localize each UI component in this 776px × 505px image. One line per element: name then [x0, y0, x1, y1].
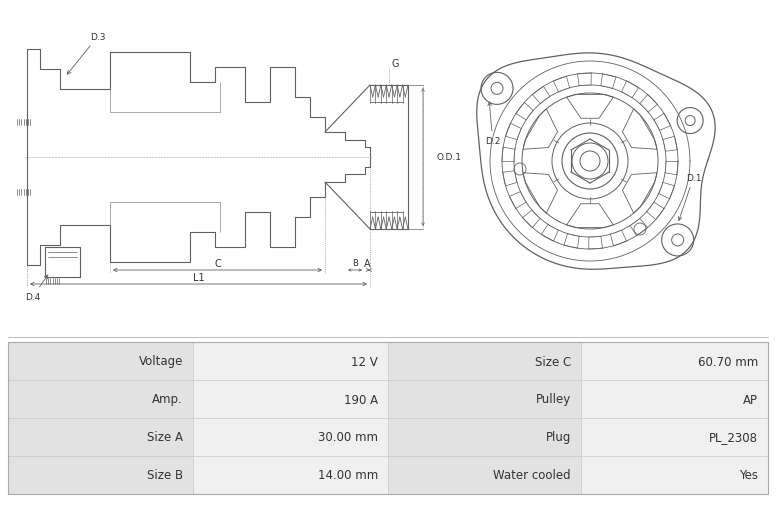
Bar — [193, 456, 388, 494]
Text: 12 V: 12 V — [352, 355, 378, 368]
Text: Pulley: Pulley — [535, 393, 571, 406]
Text: O.D.1: O.D.1 — [437, 153, 462, 162]
Text: D.1: D.1 — [678, 174, 702, 221]
Text: 30.00 mm: 30.00 mm — [318, 431, 378, 443]
Text: Size C: Size C — [535, 355, 571, 368]
Text: 190 A: 190 A — [344, 393, 378, 406]
Text: G: G — [391, 59, 399, 69]
Bar — [388, 342, 581, 380]
Bar — [388, 456, 581, 494]
Text: 60.70 mm: 60.70 mm — [698, 355, 758, 368]
Text: Size A: Size A — [147, 431, 183, 443]
Text: A: A — [364, 259, 371, 269]
Bar — [8, 342, 768, 494]
Bar — [8, 418, 193, 456]
Text: PL_2308: PL_2308 — [709, 431, 758, 443]
Bar — [193, 342, 388, 380]
Text: Size B: Size B — [147, 469, 183, 482]
Text: D.3: D.3 — [68, 33, 106, 75]
Text: L1: L1 — [192, 273, 204, 282]
Text: Amp.: Amp. — [152, 393, 183, 406]
Bar — [388, 380, 581, 418]
Text: Yes: Yes — [739, 469, 758, 482]
Bar — [581, 456, 768, 494]
Bar — [8, 342, 193, 380]
Text: AP: AP — [743, 393, 758, 406]
Text: 14.00 mm: 14.00 mm — [317, 469, 378, 482]
Text: D.4: D.4 — [25, 276, 48, 301]
Bar — [8, 380, 193, 418]
Text: Plug: Plug — [546, 431, 571, 443]
Text: Water cooled: Water cooled — [494, 469, 571, 482]
Bar — [8, 456, 193, 494]
Text: D.2: D.2 — [485, 103, 501, 146]
Bar — [581, 418, 768, 456]
Bar — [581, 380, 768, 418]
Text: B: B — [352, 259, 358, 268]
Text: Voltage: Voltage — [139, 355, 183, 368]
Bar — [581, 342, 768, 380]
Bar — [388, 418, 581, 456]
Bar — [193, 418, 388, 456]
Bar — [193, 380, 388, 418]
Text: C: C — [214, 259, 221, 269]
